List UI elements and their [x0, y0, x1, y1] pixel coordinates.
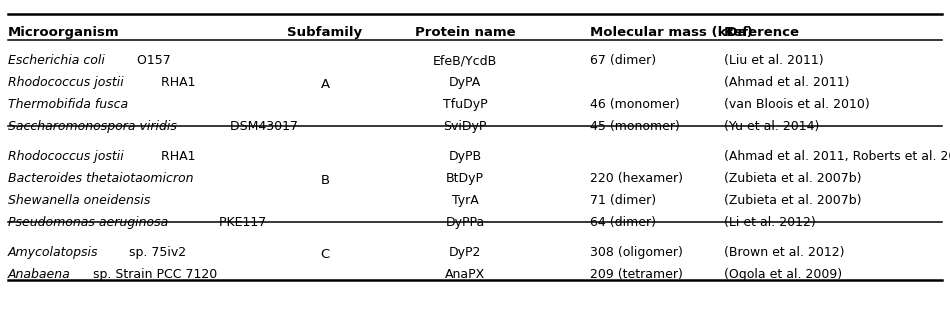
- Text: Rhodococcus jostii: Rhodococcus jostii: [8, 76, 123, 89]
- Text: Amycolatopsis: Amycolatopsis: [8, 246, 99, 259]
- Text: A: A: [320, 78, 330, 92]
- Text: (Liu et al. 2011): (Liu et al. 2011): [724, 54, 824, 67]
- Text: Molecular mass (kDa): Molecular mass (kDa): [590, 26, 752, 39]
- Text: (Zubieta et al. 2007b): (Zubieta et al. 2007b): [724, 172, 862, 185]
- Text: 45 (monomer): 45 (monomer): [590, 120, 680, 133]
- Text: 67 (dimer): 67 (dimer): [590, 54, 656, 67]
- Text: (Yu et al. 2014): (Yu et al. 2014): [724, 120, 819, 133]
- Text: (Zubieta et al. 2007b): (Zubieta et al. 2007b): [724, 194, 862, 207]
- Text: Subfamily: Subfamily: [288, 26, 363, 39]
- Text: DSM43017: DSM43017: [226, 120, 298, 133]
- Text: RHA1: RHA1: [158, 150, 196, 163]
- Text: Reference: Reference: [724, 26, 800, 39]
- Text: B: B: [320, 174, 330, 187]
- Text: O157: O157: [133, 54, 171, 67]
- Text: DyP2: DyP2: [448, 246, 482, 259]
- Text: 46 (monomer): 46 (monomer): [590, 98, 680, 111]
- Text: SviDyP: SviDyP: [444, 120, 486, 133]
- Text: Bacteroides thetaiotaomicron: Bacteroides thetaiotaomicron: [8, 172, 194, 185]
- Text: AnaPX: AnaPX: [445, 268, 485, 281]
- Text: Escherichia coli: Escherichia coli: [8, 54, 104, 67]
- Text: 71 (dimer): 71 (dimer): [590, 194, 656, 207]
- Text: DyPA: DyPA: [448, 76, 481, 89]
- Text: sp. 75iv2: sp. 75iv2: [124, 246, 186, 259]
- Text: Protein name: Protein name: [415, 26, 515, 39]
- Text: Shewanella oneidensis: Shewanella oneidensis: [8, 194, 150, 207]
- Text: EfeB/YcdB: EfeB/YcdB: [433, 54, 497, 67]
- Text: sp. Strain PCC 7120: sp. Strain PCC 7120: [89, 268, 218, 281]
- Text: RHA1: RHA1: [158, 76, 196, 89]
- Text: PKE117: PKE117: [215, 216, 266, 229]
- Text: (van Bloois et al. 2010): (van Bloois et al. 2010): [724, 98, 870, 111]
- Text: 220 (hexamer): 220 (hexamer): [590, 172, 683, 185]
- Text: 308 (oligomer): 308 (oligomer): [590, 246, 683, 259]
- Text: 64 (dimer): 64 (dimer): [590, 216, 656, 229]
- Text: TyrA: TyrA: [451, 194, 479, 207]
- Text: (Ogola et al. 2009): (Ogola et al. 2009): [724, 268, 842, 281]
- Text: Rhodococcus jostii: Rhodococcus jostii: [8, 150, 123, 163]
- Text: (Li et al. 2012): (Li et al. 2012): [724, 216, 816, 229]
- Text: (Ahmad et al. 2011, Roberts et al. 2011): (Ahmad et al. 2011, Roberts et al. 2011): [724, 150, 950, 163]
- Text: C: C: [320, 248, 330, 262]
- Text: DyPPa: DyPPa: [446, 216, 484, 229]
- Text: TfuDyP: TfuDyP: [443, 98, 487, 111]
- Text: (Ahmad et al. 2011): (Ahmad et al. 2011): [724, 76, 849, 89]
- Text: 209 (tetramer): 209 (tetramer): [590, 268, 683, 281]
- Text: (Brown et al. 2012): (Brown et al. 2012): [724, 246, 845, 259]
- Text: Anabaena: Anabaena: [8, 268, 70, 281]
- Text: DyPB: DyPB: [448, 150, 482, 163]
- Text: Pseudomonas aeruginosa: Pseudomonas aeruginosa: [8, 216, 168, 229]
- Text: Thermobifida fusca: Thermobifida fusca: [8, 98, 128, 111]
- Text: Saccharomonospora viridis: Saccharomonospora viridis: [8, 120, 177, 133]
- Text: Microorganism: Microorganism: [8, 26, 120, 39]
- Text: BtDyP: BtDyP: [446, 172, 484, 185]
